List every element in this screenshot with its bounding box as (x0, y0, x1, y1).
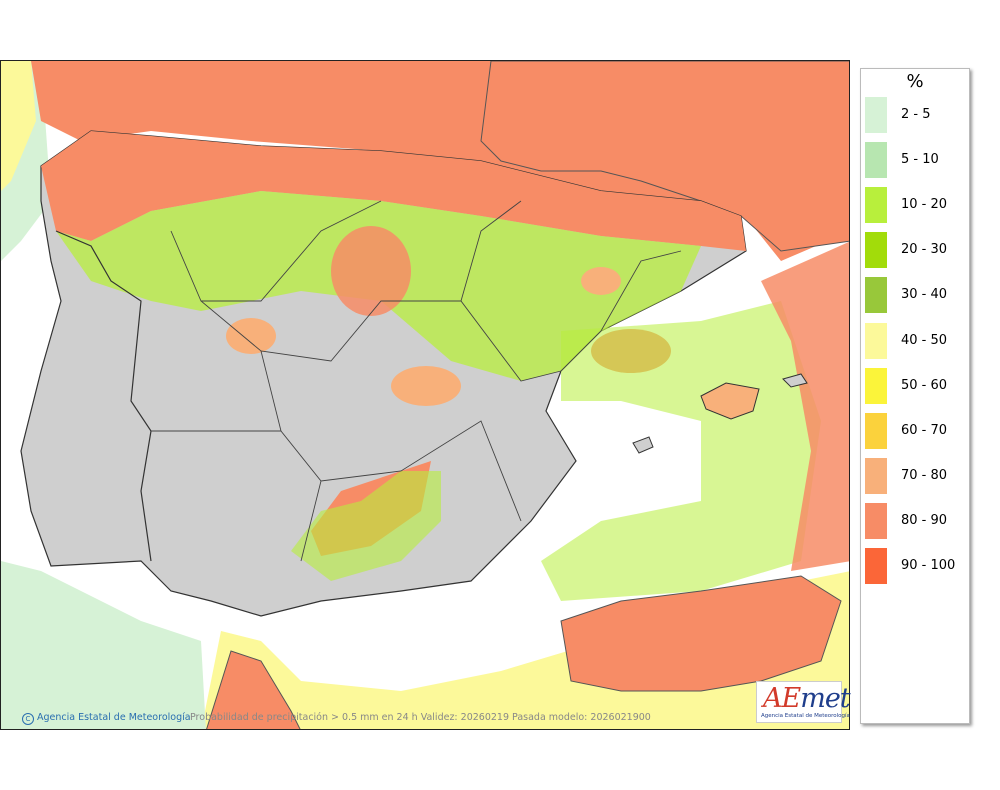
map-caption: Probabilidad de precipitación > 0.5 mm e… (190, 712, 651, 723)
legend-label: 5 - 10 (901, 152, 939, 167)
legend-item: 10 - 20 (865, 185, 965, 225)
legend-item: 30 - 40 (865, 275, 965, 315)
legend-swatch (865, 368, 887, 404)
legend-item: 2 - 5 (865, 95, 965, 135)
credit-text: Agencia Estatal de Meteorología (37, 712, 191, 723)
west-central-spot (226, 318, 276, 354)
legend: % 2 - 5 5 - 10 10 - 20 20 - 30 30 - 40 4… (860, 68, 970, 724)
ebro-spot (581, 267, 621, 295)
legend-item: 90 - 100 (865, 546, 965, 586)
credit-line: C Agencia Estatal de Meteorología (22, 712, 191, 725)
legend-label: 50 - 60 (901, 378, 947, 393)
legend-swatch (865, 323, 887, 359)
legend-swatch (865, 548, 887, 584)
legend-swatch (865, 413, 887, 449)
map-canvas (1, 61, 850, 730)
legend-label: 40 - 50 (901, 333, 947, 348)
legend-label: 90 - 100 (901, 558, 955, 573)
legend-item: 5 - 10 (865, 140, 965, 180)
logo-subtitle: Agencia Estatal de Meteorología (761, 713, 850, 719)
legend-swatch (865, 142, 887, 178)
legend-swatch (865, 187, 887, 223)
legend-swatch (865, 458, 887, 494)
legend-item: 40 - 50 (865, 321, 965, 361)
legend-label: 70 - 80 (901, 468, 947, 483)
legend-item: 70 - 80 (865, 456, 965, 496)
legend-swatch (865, 232, 887, 268)
legend-item: 20 - 30 (865, 230, 965, 270)
legend-swatch (865, 277, 887, 313)
legend-label: 30 - 40 (901, 287, 947, 302)
copyright-icon: C (22, 713, 34, 725)
aemet-logo: AEmet Agencia Estatal de Meteorología (756, 681, 842, 723)
central-spot (391, 366, 461, 406)
legend-label: 60 - 70 (901, 423, 947, 438)
legend-item: 80 - 90 (865, 501, 965, 541)
legend-title: % (861, 71, 969, 92)
legend-swatch (865, 97, 887, 133)
central-north-high (331, 226, 411, 316)
legend-item: 60 - 70 (865, 411, 965, 451)
legend-label: 80 - 90 (901, 513, 947, 528)
legend-label: 10 - 20 (901, 197, 947, 212)
logo-wordmark: AEmet (763, 683, 850, 714)
precipitation-map (0, 60, 850, 730)
legend-label: 20 - 30 (901, 242, 947, 257)
legend-label: 2 - 5 (901, 107, 931, 122)
legend-swatch (865, 503, 887, 539)
legend-item: 50 - 60 (865, 366, 965, 406)
